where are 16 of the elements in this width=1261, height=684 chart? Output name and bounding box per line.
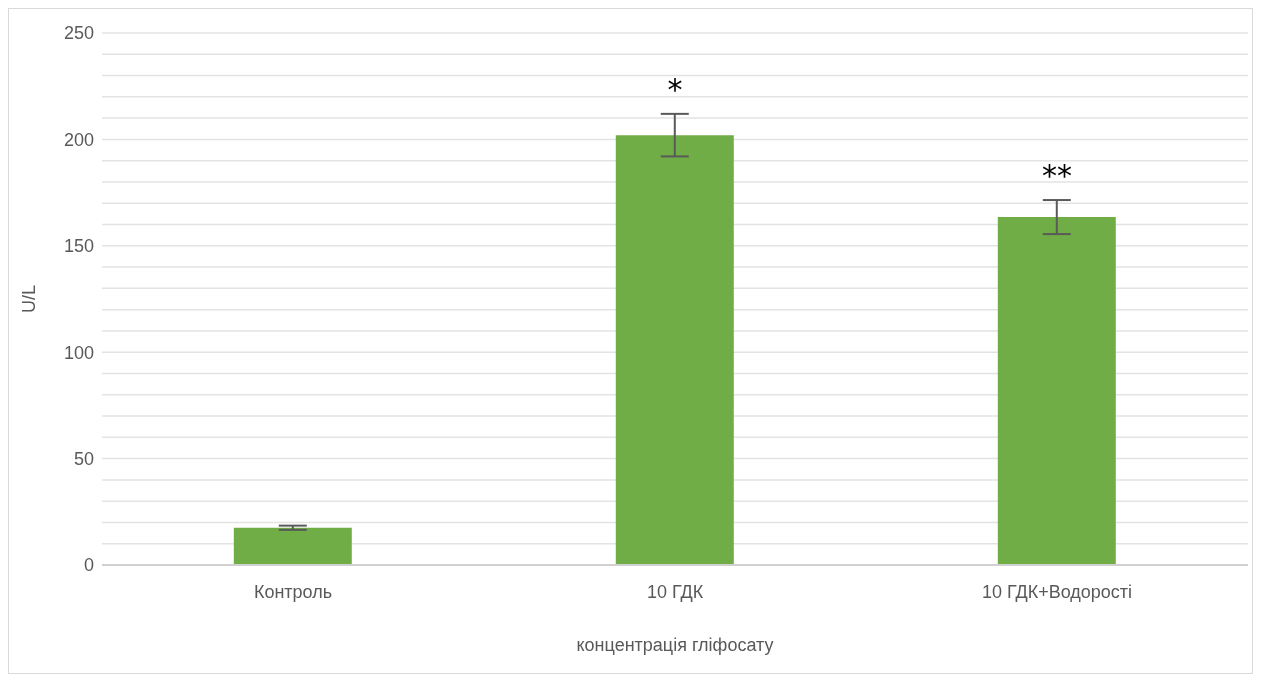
y-tick-label: 100 (63, 342, 94, 363)
x-axis-title: концентрація гліфосату (576, 635, 774, 655)
bar (615, 135, 734, 565)
y-tick-label: 50 (73, 448, 94, 469)
y-tick-label: 200 (63, 129, 94, 150)
annotation: ** (1042, 158, 1072, 194)
bar (233, 527, 352, 565)
y-tick-label: 0 (83, 555, 94, 576)
bar (997, 217, 1116, 565)
y-tick-label: 250 (63, 23, 94, 44)
y-axis-title: U/L (19, 284, 40, 314)
x-tick-label: 10 ГДК+Водорості (981, 581, 1133, 602)
x-tick-label: Контроль (253, 581, 333, 602)
y-tick-label: 150 (63, 236, 94, 257)
annotation: * (667, 71, 683, 107)
x-tick-label: 10 ГДК (646, 581, 704, 602)
